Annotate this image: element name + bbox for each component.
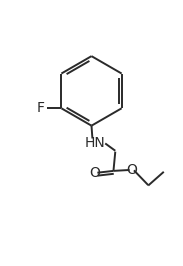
Text: O: O: [90, 166, 101, 180]
Text: HN: HN: [85, 135, 106, 149]
Text: O: O: [126, 163, 137, 177]
Text: F: F: [37, 101, 45, 115]
